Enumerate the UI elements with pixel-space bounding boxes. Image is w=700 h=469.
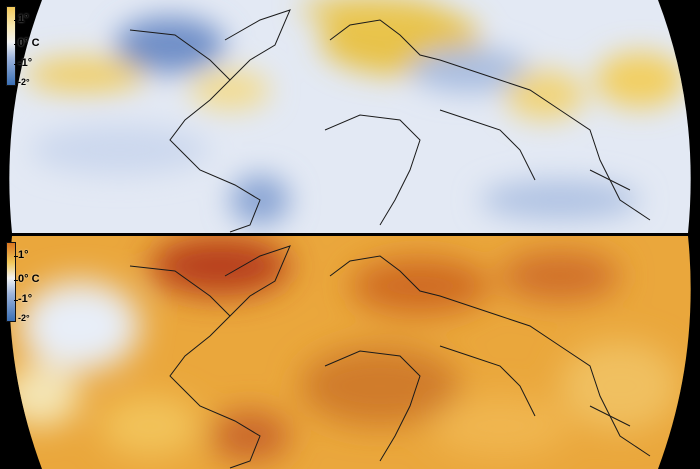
legend-color-bar: [6, 242, 16, 322]
legend-label-zero: 0° C: [18, 37, 40, 49]
map-canvas-top: [0, 0, 700, 233]
legend-label-plus1: 1°: [18, 249, 29, 261]
legend-label-minus2: -2°: [18, 77, 30, 87]
temperature-anomaly-map-bottom: 1° 0° C -1° -2°: [0, 236, 700, 469]
legend-label-zero: 0° C: [18, 273, 40, 285]
panel-divider: [0, 233, 700, 236]
color-legend-bottom: 1° 0° C -1° -2°: [2, 238, 50, 326]
temperature-anomaly-map-top: 1° 0° C -1° -2°: [0, 0, 700, 233]
legend-tick: [14, 44, 18, 45]
legend-color-bar: [6, 6, 16, 86]
coastlines-top: [129, 9, 651, 233]
coastlines-bottom: [129, 245, 651, 469]
hot-anomaly-arctic: [150, 236, 290, 296]
legend-tick: [14, 20, 18, 21]
map-canvas-bottom: [0, 236, 700, 469]
legend-label-minus1: -1°: [18, 293, 33, 305]
legend-tick: [14, 256, 18, 257]
legend-label-minus1: -1°: [18, 57, 33, 69]
legend-label-plus1: 1°: [18, 13, 29, 25]
legend-tick: [14, 280, 18, 281]
legend-label-minus2: -2°: [18, 313, 30, 323]
legend-tick: [14, 64, 18, 65]
color-legend-top: 1° 0° C -1° -2°: [2, 2, 50, 90]
cool-anomaly-pacific: [20, 281, 140, 371]
legend-tick: [14, 300, 18, 301]
